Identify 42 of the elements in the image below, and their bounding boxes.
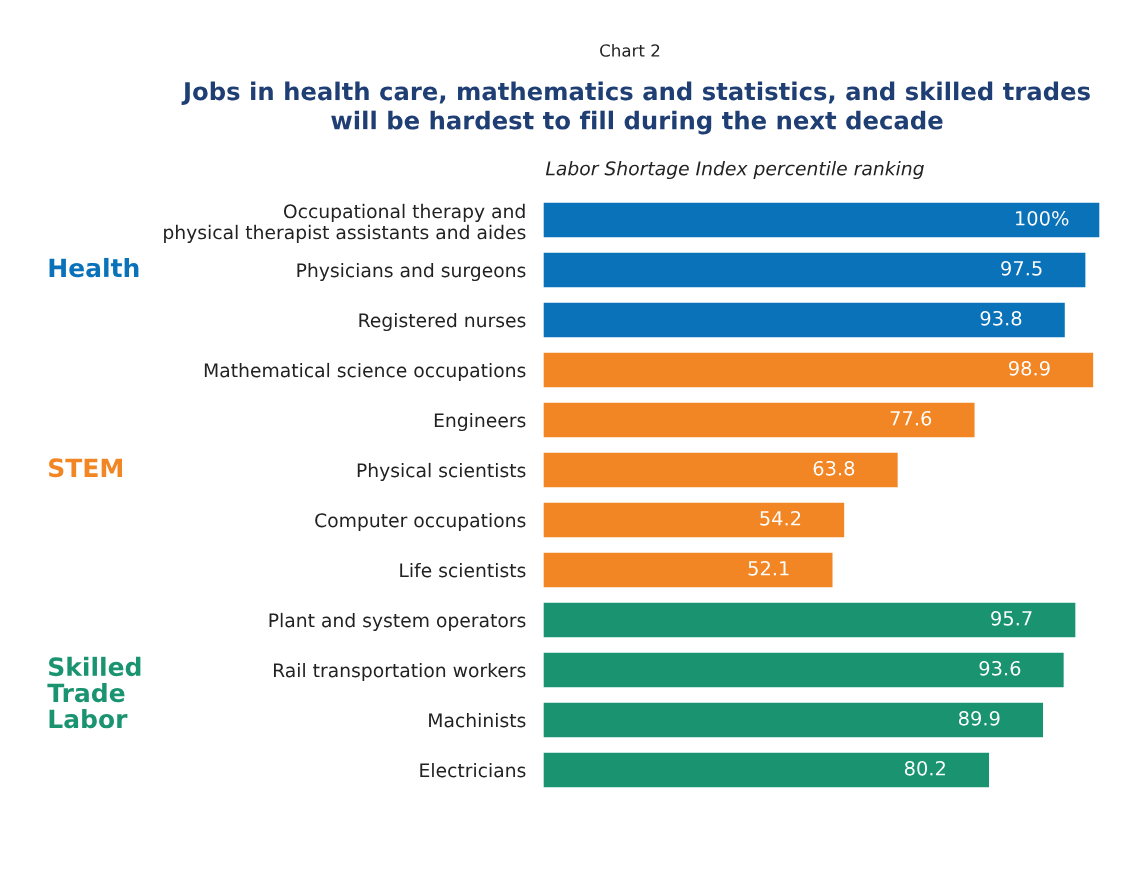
bar xyxy=(543,651,1066,689)
bar xyxy=(543,351,1095,389)
data-label: 97.5 xyxy=(1001,260,1042,276)
y-tick-label: Computer occupations xyxy=(315,512,526,532)
bar xyxy=(543,401,976,439)
data-label: 98.9 xyxy=(1008,360,1050,376)
data-label: 89.9 xyxy=(958,710,1000,726)
bar xyxy=(543,251,1087,289)
data-label: 77.6 xyxy=(890,410,932,426)
bar xyxy=(543,601,1077,639)
chart-title: Jobs in health care, mathematics and statistics, and skilled trades will be hardest to fill during the next decade xyxy=(181,81,1090,135)
y-tick-label: Life scientists xyxy=(400,562,526,578)
chart-subtitle: Labor Shortage Index percentile ranking xyxy=(545,160,924,180)
bar xyxy=(543,751,991,789)
y-tick-label: Occupational therapy and physical therapist assistants and aides xyxy=(164,203,526,243)
y-tick-label: Rail transportation workers xyxy=(274,662,526,682)
bar xyxy=(543,701,1045,739)
data-label: 63.8 xyxy=(813,460,855,476)
y-tick-label: Physicians and surgeons xyxy=(297,262,526,282)
text: STEM xyxy=(49,458,122,478)
data-label: 80.2 xyxy=(904,760,945,776)
bar xyxy=(543,201,1100,239)
y-tick-label: Electricians xyxy=(420,762,526,778)
bar xyxy=(543,301,1067,339)
text: Skilled Trade Labor xyxy=(47,656,141,729)
data-label: 54.2 xyxy=(760,510,801,526)
y-tick-label: Plant and system operators xyxy=(269,612,526,632)
bar xyxy=(543,501,846,539)
caption: Chart 2 xyxy=(600,43,660,57)
data-label: 93.8 xyxy=(980,310,1022,326)
y-tick-label: Engineers xyxy=(434,412,526,432)
data-label: 93.6 xyxy=(979,660,1021,676)
bar xyxy=(543,551,834,589)
data-label: 95.7 xyxy=(991,610,1032,626)
y-tick-label: Mathematical science occupations xyxy=(204,362,526,382)
y-tick-label: Physical scientists xyxy=(357,462,526,482)
bar xyxy=(543,451,900,489)
data-label: 52.1 xyxy=(748,560,789,576)
y-tick-label: Machinists xyxy=(429,712,526,728)
data-label: 100% xyxy=(1016,210,1069,226)
text: Health xyxy=(49,257,139,278)
y-tick-label: Registered nurses xyxy=(359,312,526,332)
